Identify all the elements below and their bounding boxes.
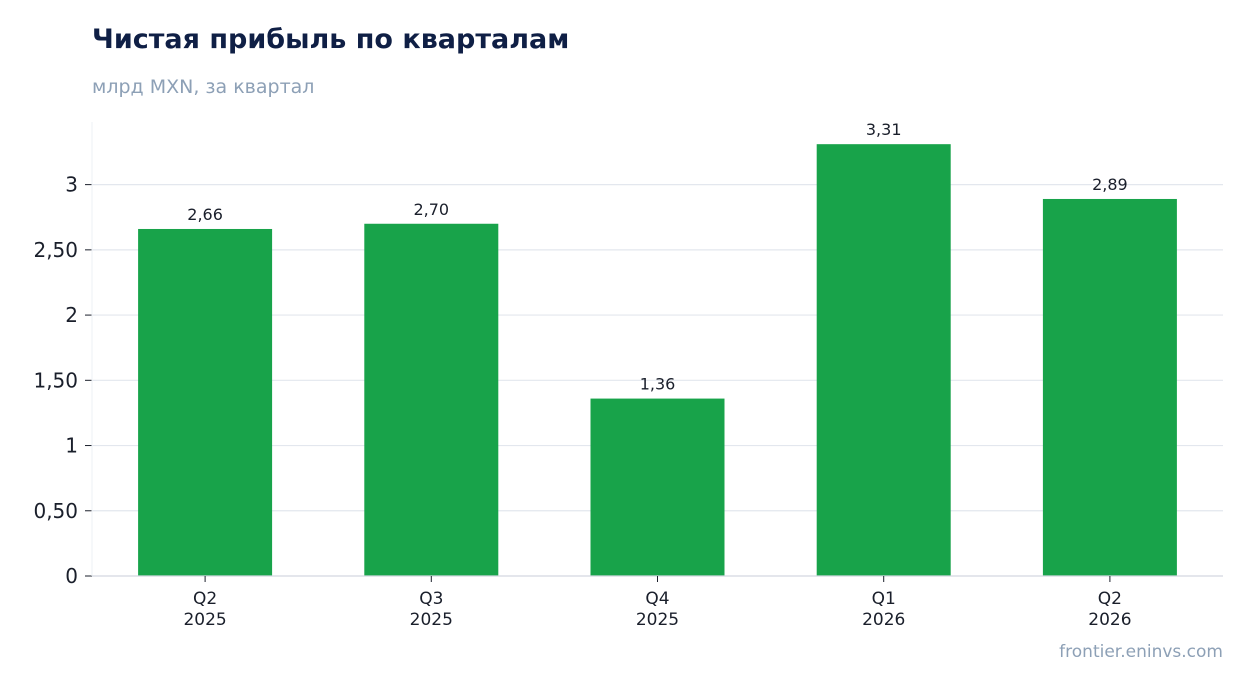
xtick-label: Q2 — [1098, 589, 1122, 609]
data-label: 2,66 — [187, 205, 223, 224]
xtick-label: 2026 — [1088, 610, 1131, 630]
bars — [138, 144, 1177, 577]
data-label: 1,36 — [640, 375, 676, 394]
xtick-label: Q2 — [193, 589, 217, 609]
ytick-label: 0,50 — [33, 499, 78, 523]
data-label: 2,89 — [1092, 175, 1128, 194]
bar — [590, 398, 725, 576]
bar — [1042, 198, 1177, 577]
ytick-label: 3 — [65, 173, 78, 197]
ytick-label: 1,50 — [33, 368, 78, 392]
xtick-label: 2026 — [862, 610, 905, 630]
xtick-label: 2025 — [636, 610, 679, 630]
source-watermark: frontier.eninvs.com — [1059, 642, 1223, 662]
xtick-label: Q1 — [872, 589, 896, 609]
bar — [138, 228, 273, 577]
ytick-label: 2 — [65, 303, 78, 327]
xtick-label: Q3 — [419, 589, 443, 609]
chart-subtitle: млрд MXN, за квартал — [92, 76, 315, 98]
data-label: 3,31 — [866, 120, 902, 139]
axes: 00,5011,5022,503Q22025Q32025Q42025Q12026… — [33, 122, 1223, 630]
bar — [816, 144, 951, 576]
data-labels: 2,66 2,70 1,36 3,31 2,89 — [187, 120, 1127, 393]
bar — [364, 223, 499, 577]
xtick-label: 2025 — [410, 610, 453, 630]
ytick-label: 0 — [65, 564, 78, 588]
ytick-label: 1 — [65, 434, 78, 458]
chart-title: Чистая прибыль по кварталам — [92, 24, 570, 55]
data-label: 2,70 — [413, 200, 449, 219]
xtick-label: 2025 — [183, 610, 226, 630]
xtick-label: Q4 — [645, 589, 669, 609]
ytick-label: 2,50 — [33, 238, 78, 262]
